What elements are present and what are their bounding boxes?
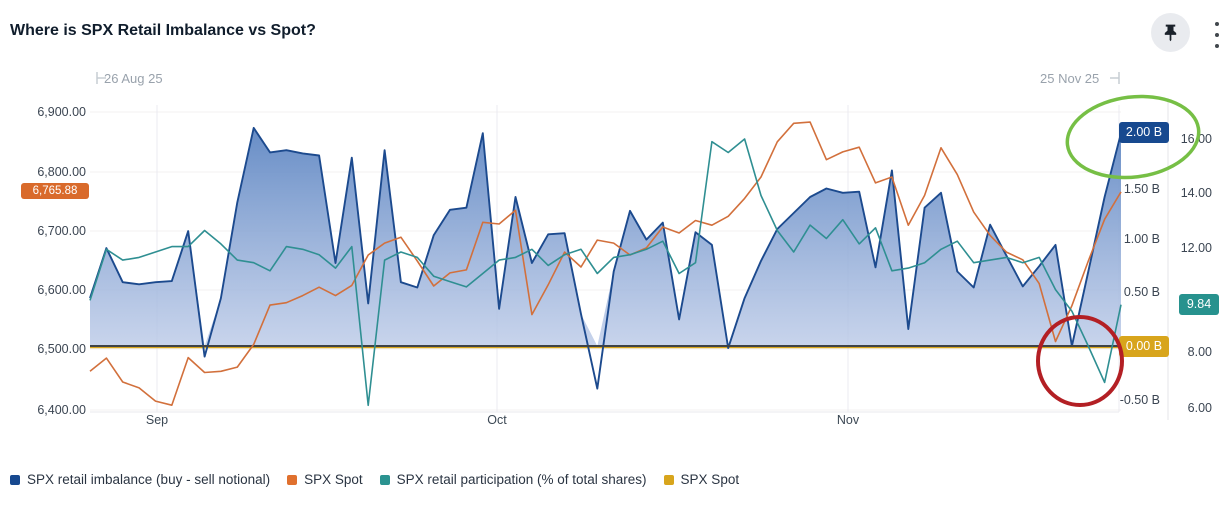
participation-axis-tick: 8.00 xyxy=(1187,345,1212,359)
range-start-label: 26 Aug 25 xyxy=(104,71,163,86)
legend-item-spot2[interactable]: SPX Spot xyxy=(663,472,739,487)
series-group xyxy=(89,121,1122,407)
imbalance-axis-tick: 1.00 B xyxy=(1123,232,1160,246)
x-axis-tick-oct: Oct xyxy=(487,413,507,427)
kebab-menu-icon[interactable] xyxy=(1209,21,1225,49)
page-title: Where is SPX Retail Imbalance vs Spot? xyxy=(10,22,316,39)
x-axis-tick-sep: Sep xyxy=(145,413,169,427)
imbalance-axis-tick: 1.50 B xyxy=(1123,182,1160,196)
legend: SPX retail imbalance (buy - sell notiona… xyxy=(10,472,739,487)
imbalance-axis-tick: 0.50 B xyxy=(1123,285,1160,299)
spot-swatch-icon xyxy=(287,474,298,485)
legend-item-spot[interactable]: SPX Spot xyxy=(287,472,363,487)
spot2-last-value-badge: 0.00 B xyxy=(1119,336,1169,357)
range-handle-ticks xyxy=(96,72,1120,84)
spot2-swatch-icon xyxy=(663,474,674,485)
pin-button[interactable] xyxy=(1151,13,1190,52)
participation-axis-tick: 12.00 xyxy=(1180,241,1212,255)
left-axis-tick: 6,700.00 xyxy=(37,224,86,238)
left-axis-tick: 6,600.00 xyxy=(37,283,86,297)
imbalance-axis-tick: -0.50 B xyxy=(1119,393,1160,407)
x-axis-tick-nov: Nov xyxy=(836,413,860,427)
participation-axis-tick: 14.00 xyxy=(1180,186,1212,200)
legend-item-imbalance[interactable]: SPX retail imbalance (buy - sell notiona… xyxy=(10,472,270,487)
spot-last-value-badge: 6,765.88 xyxy=(21,183,89,199)
left-axis-tick: 6,400.00 xyxy=(37,403,86,417)
participation-axis-tick: 16.00 xyxy=(1180,132,1212,146)
left-axis-tick: 6,800.00 xyxy=(37,165,86,179)
left-axis-tick: 6,900.00 xyxy=(37,105,86,119)
participation-swatch-icon xyxy=(379,474,390,485)
imbalance-swatch-icon xyxy=(10,474,20,485)
participation-last-value-badge: 9.84 xyxy=(1179,294,1219,315)
participation-axis-tick: 6.00 xyxy=(1187,401,1212,415)
legend-item-participation[interactable]: SPX retail participation (% of total sha… xyxy=(379,472,647,487)
left-axis-tick: 6,500.00 xyxy=(37,342,86,356)
pushpin-icon xyxy=(1164,24,1177,42)
range-end-label: 25 Nov 25 xyxy=(1040,71,1100,86)
imbalance-last-value-badge: 2.00 B xyxy=(1119,122,1169,143)
